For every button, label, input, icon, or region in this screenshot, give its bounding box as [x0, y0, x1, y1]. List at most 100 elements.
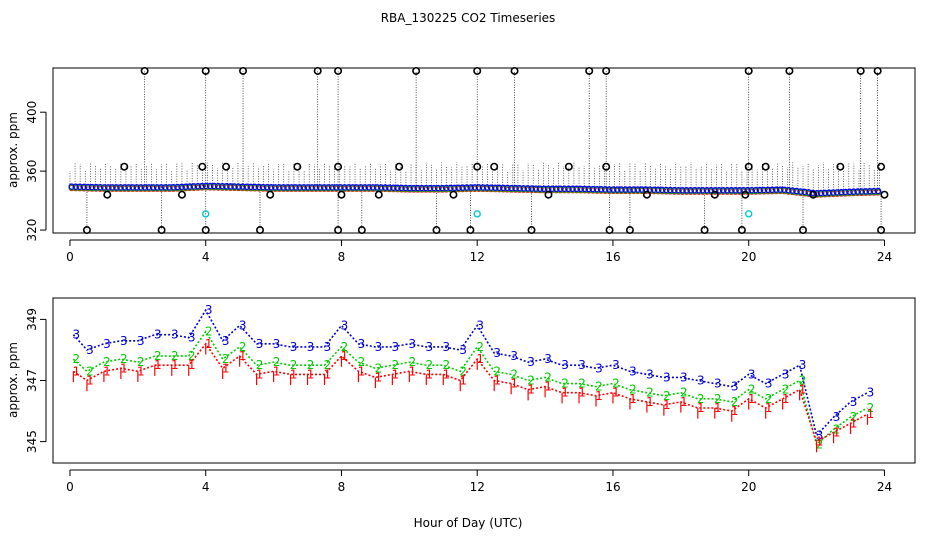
outlier-point — [490, 162, 499, 171]
series-label-1: 1 — [782, 392, 790, 406]
series-label-1: 1 — [205, 337, 213, 351]
x-tick-label: 24 — [877, 480, 892, 494]
outlier-point — [157, 226, 166, 235]
baseline-point — [426, 184, 434, 192]
baseline-point — [206, 182, 214, 190]
series-label-2: 2 — [239, 340, 247, 354]
series-label-3: 3 — [375, 340, 383, 354]
baseline-point — [732, 187, 739, 194]
baseline-point — [675, 186, 682, 194]
baseline-point — [133, 184, 141, 191]
baseline-point — [752, 186, 760, 194]
series-label-1: 1 — [595, 389, 603, 403]
baseline-point — [728, 187, 735, 194]
series-label-1: 1 — [629, 392, 637, 406]
series-label-3: 3 — [73, 328, 81, 342]
outlier-point — [334, 162, 343, 171]
series-label-3: 3 — [239, 319, 247, 333]
series-label-1: 1 — [222, 361, 230, 375]
baseline-point — [267, 184, 275, 191]
outlier-point — [741, 190, 750, 199]
baseline-point — [740, 187, 747, 194]
baseline-point — [227, 183, 234, 190]
baseline-point — [817, 189, 825, 197]
baseline-point — [251, 183, 259, 191]
baseline-point — [483, 184, 491, 191]
series-label-2: 2 — [459, 364, 467, 378]
outlier-point — [198, 162, 207, 171]
series-label-1: 1 — [748, 392, 756, 406]
baseline-point — [76, 183, 84, 191]
baseline-point — [121, 184, 128, 191]
baseline-point — [500, 184, 507, 192]
baseline-point — [760, 186, 768, 194]
baseline-point — [129, 184, 137, 191]
top-panel-frame — [52, 67, 916, 234]
baseline-point — [516, 185, 523, 192]
baseline-point — [854, 188, 861, 195]
baseline-point — [381, 184, 389, 191]
baseline-point — [390, 184, 397, 191]
series-label-1: 1 — [120, 361, 128, 375]
outlier-point — [602, 66, 611, 75]
baseline-point — [255, 183, 263, 191]
series-label-1: 1 — [425, 367, 433, 381]
baseline-point — [451, 184, 458, 192]
baseline-point — [683, 187, 690, 194]
baseline-point — [369, 184, 377, 191]
series-label-2: 2 — [290, 358, 298, 372]
baseline-point — [215, 182, 222, 190]
series-label-3: 3 — [629, 364, 637, 378]
series-label-1: 1 — [392, 367, 400, 381]
baseline-point — [618, 186, 625, 193]
series-label-2: 2 — [833, 422, 841, 436]
series-label-2: 2 — [222, 352, 230, 366]
baseline-point — [691, 187, 698, 194]
baseline-point — [337, 184, 344, 191]
series-label-2: 2 — [714, 392, 722, 406]
baseline-point — [825, 189, 833, 196]
series-label-2: 2 — [358, 355, 366, 369]
baseline-point — [447, 184, 454, 192]
baseline-point — [100, 184, 108, 191]
cyan-point — [202, 210, 210, 218]
series-label-2: 2 — [612, 377, 620, 391]
outlier-point — [140, 66, 149, 75]
series-label-1: 1 — [697, 401, 705, 415]
outlier-point — [744, 162, 753, 171]
series-label-2: 2 — [646, 386, 654, 400]
series-label-1: 1 — [256, 367, 264, 381]
baseline-point — [202, 182, 210, 190]
series-label-3: 3 — [544, 352, 552, 366]
outlier-point — [856, 66, 865, 75]
outlier-point — [334, 226, 343, 235]
series-label-3: 3 — [442, 340, 450, 354]
series-label-1: 1 — [510, 377, 518, 391]
baseline-point — [320, 184, 328, 191]
outlier-point — [602, 162, 611, 171]
cyan-point — [473, 210, 481, 218]
outlier-point — [761, 162, 770, 171]
baseline-point — [84, 183, 92, 191]
outlier-point — [357, 226, 366, 235]
baseline-point — [874, 187, 882, 195]
baseline-point — [667, 186, 674, 194]
baseline-point — [345, 184, 352, 191]
baseline-point — [630, 186, 637, 193]
baseline-point — [536, 185, 544, 192]
y-tick-label: 347 — [25, 369, 39, 392]
baseline-point — [312, 184, 320, 191]
baseline-point — [288, 184, 295, 191]
baseline-point — [520, 185, 527, 192]
baseline-point — [553, 185, 560, 193]
baseline-point — [231, 183, 238, 190]
series-line-2 — [72, 330, 868, 447]
y-tick-label: 360 — [25, 160, 39, 183]
top-marks — [68, 66, 889, 235]
series-label-3: 3 — [86, 343, 94, 357]
series-label-2: 2 — [171, 349, 179, 363]
baseline-point — [373, 184, 381, 191]
outlier-point — [473, 162, 482, 171]
series-label-2: 2 — [324, 358, 332, 372]
